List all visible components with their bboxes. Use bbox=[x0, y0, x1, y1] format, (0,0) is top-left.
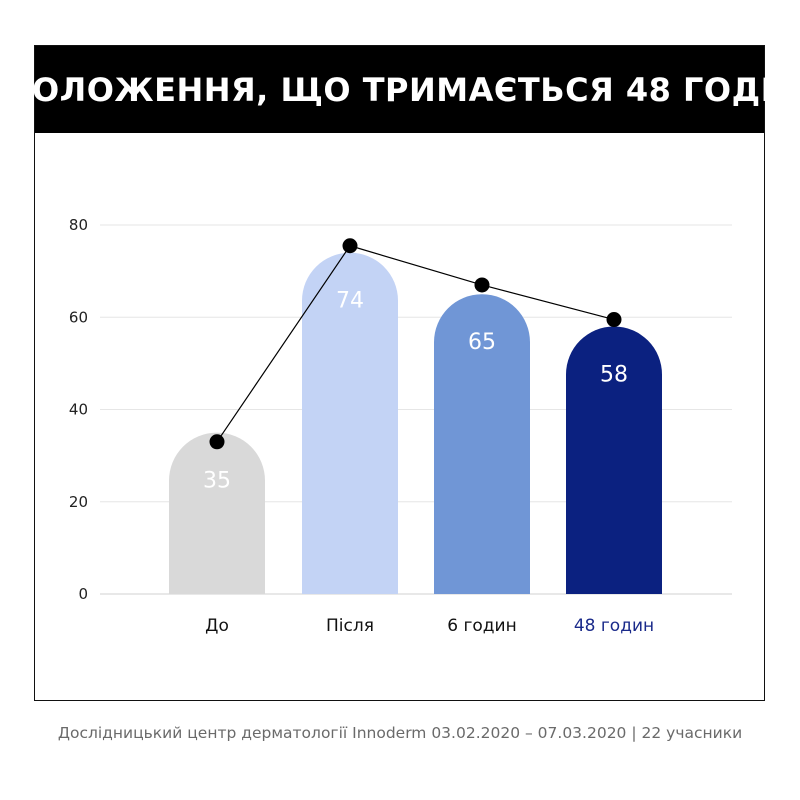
x-tick-label: 6 годин bbox=[447, 616, 516, 636]
bar-value-label: 74 bbox=[336, 289, 364, 314]
y-tick-label: 80 bbox=[69, 216, 88, 234]
bars bbox=[169, 252, 662, 594]
y-tick-label: 0 bbox=[78, 585, 88, 603]
y-tick-label: 40 bbox=[69, 401, 88, 419]
x-tick-label: 48 годин bbox=[574, 616, 654, 636]
trend-line bbox=[209, 238, 622, 450]
bar-value-label: 35 bbox=[203, 469, 231, 494]
trend-point-2 bbox=[342, 238, 358, 254]
bar-3 bbox=[434, 294, 530, 594]
bar-1 bbox=[169, 432, 265, 594]
y-tick-label: 20 bbox=[69, 493, 88, 511]
y-tick-label: 60 bbox=[69, 308, 88, 326]
chart-title: ЗВОЛОЖЕННЯ, ЩО ТРИМАЄТЬСЯ 48 ГОДИН bbox=[0, 46, 800, 133]
bar-value-label: 58 bbox=[600, 362, 628, 387]
x-tick-label: До bbox=[205, 616, 229, 636]
source-caption: Дослідницький центр дерматології Innoder… bbox=[57, 724, 743, 742]
x-tick-label: Після bbox=[326, 616, 374, 636]
bar-4 bbox=[566, 326, 662, 594]
bar-2 bbox=[302, 252, 398, 594]
trend-point-4 bbox=[606, 312, 622, 328]
trend-line-path bbox=[216, 245, 615, 443]
trend-point-1 bbox=[209, 434, 225, 450]
x-axis-labels: До Після 6 годин 48 годин bbox=[205, 616, 654, 636]
bar-value-label: 65 bbox=[468, 330, 496, 355]
bar-value-labels: 35 74 65 58 bbox=[203, 289, 628, 494]
y-axis-ticks: 0 20 40 60 80 bbox=[69, 216, 88, 603]
trend-point-3 bbox=[474, 277, 490, 293]
